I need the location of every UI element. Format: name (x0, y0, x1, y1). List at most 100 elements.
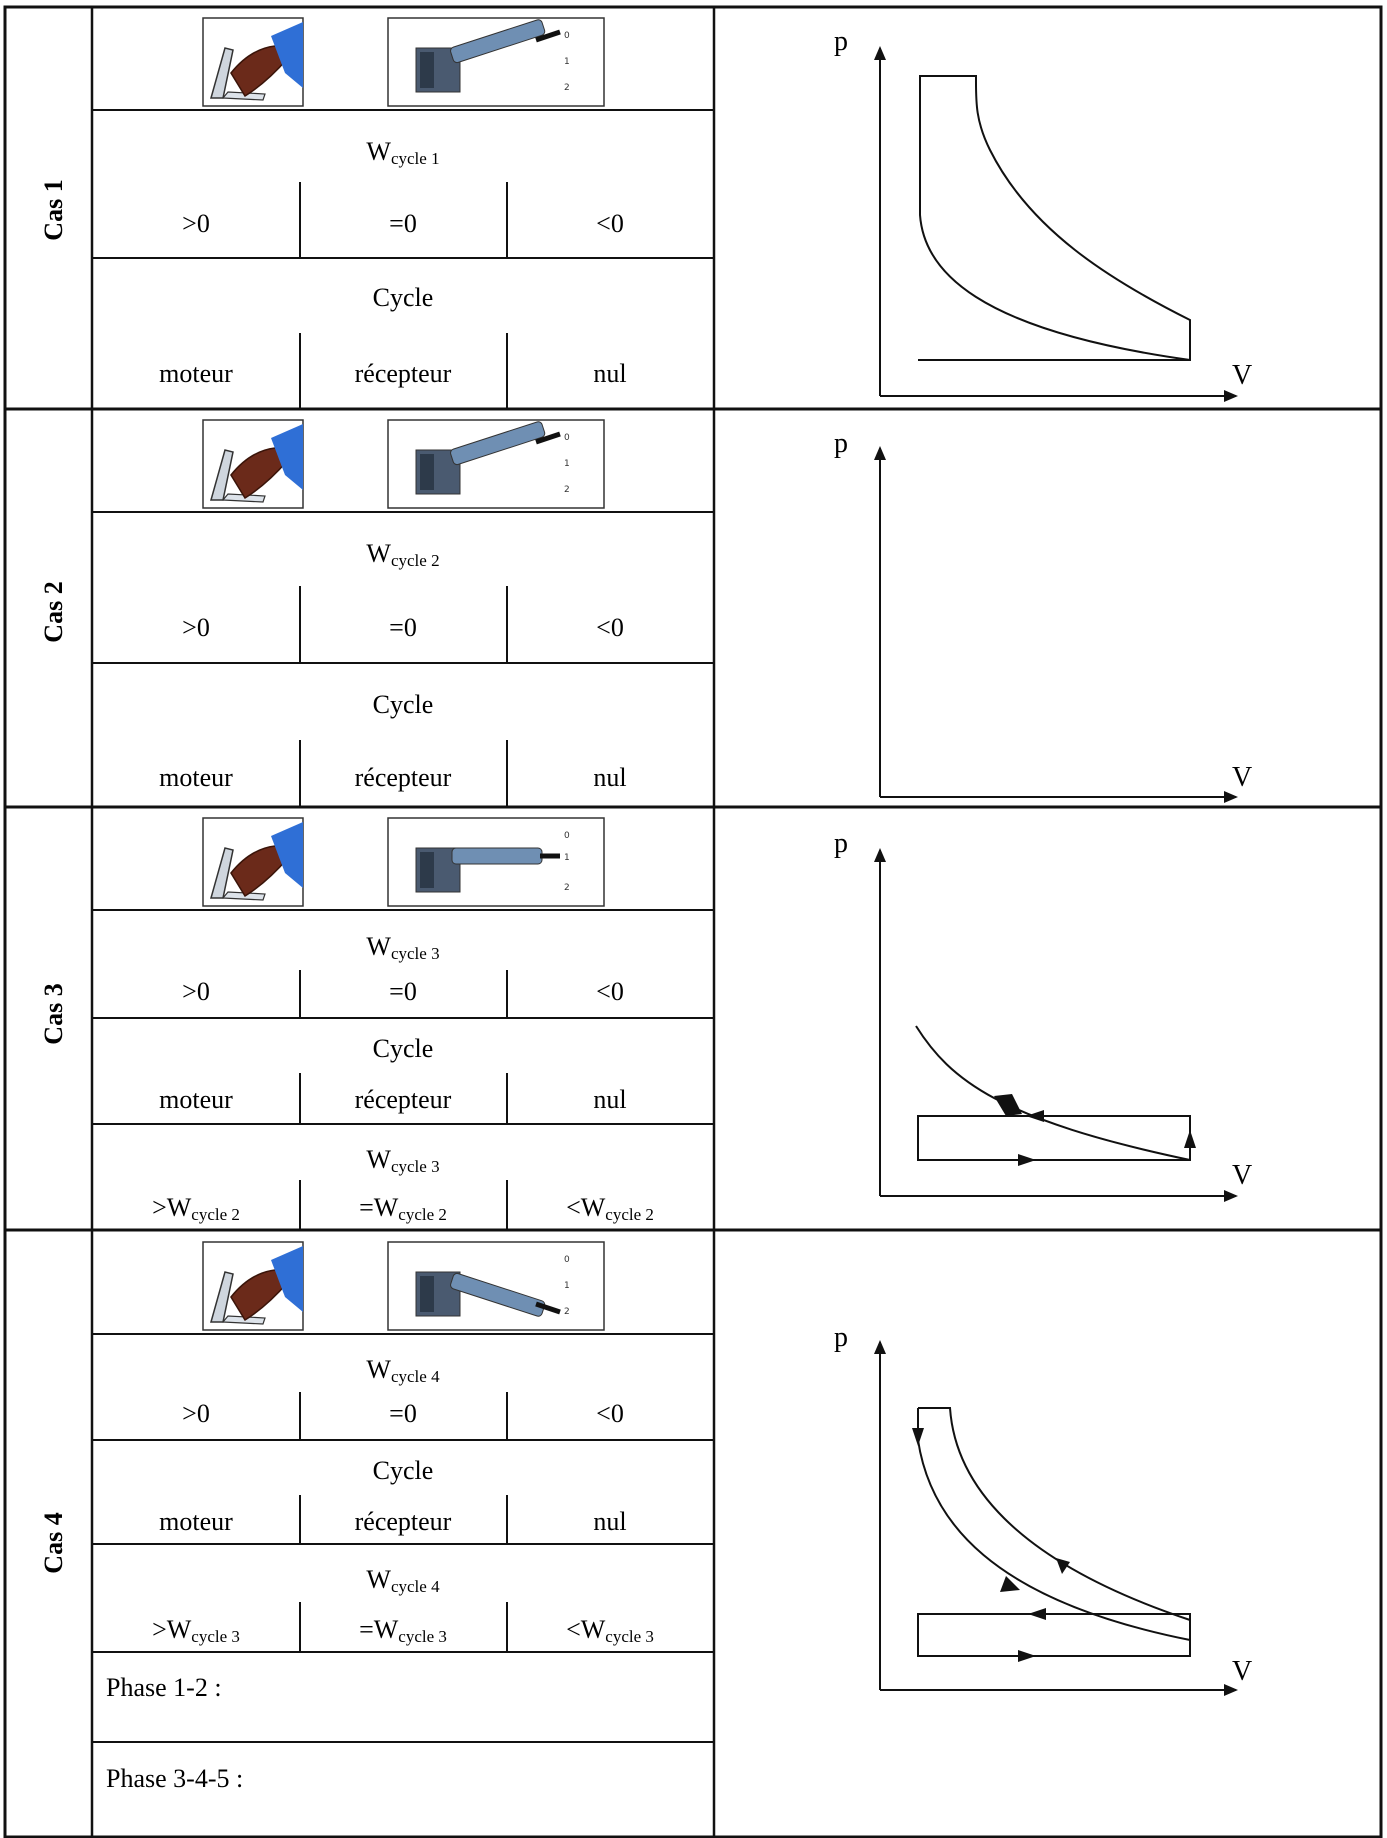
compare-title: Wcycle 4 (366, 1565, 440, 1596)
cycle-option-moteur[interactable]: moteur (159, 359, 233, 388)
case-2: Cas 2 0 1 2 Wcycle 2 >0 =0 <0 Cycle mote… (39, 419, 1252, 807)
pv-diagram: p V (834, 428, 1252, 803)
pv-diagram: p V (834, 828, 1252, 1202)
direction-arrow (994, 1094, 1022, 1116)
work-option-negative[interactable]: <0 (596, 613, 624, 642)
compare-title: Wcycle 3 (366, 1145, 439, 1176)
gear-label-1: 1 (564, 459, 570, 469)
p-axis-label: p (834, 1322, 848, 1353)
direction-arrow (1018, 1154, 1036, 1166)
pv-rectangle (917, 1115, 1191, 1161)
pedal-image (202, 817, 304, 907)
compare-option-less[interactable]: <Wcycle 2 (566, 1193, 654, 1224)
pedal-image (202, 419, 304, 509)
gear-label-0: 0 (564, 1255, 570, 1265)
cycle-option-moteur[interactable]: moteur (159, 763, 233, 792)
case-label: Cas 1 (39, 179, 68, 240)
cycle-title: Cycle (373, 690, 434, 719)
direction-arrow (1028, 1608, 1046, 1620)
work-option-negative[interactable]: <0 (596, 977, 624, 1006)
pv-curve (915, 1025, 1191, 1161)
work-option-positive[interactable]: >0 (182, 613, 210, 642)
compare-option-greater[interactable]: >Wcycle 2 (152, 1193, 240, 1224)
gear-lever-image: 0 1 2 (387, 1241, 605, 1331)
gear-label-2: 2 (564, 883, 570, 893)
work-option-positive[interactable]: >0 (182, 209, 210, 238)
direction-arrow (1026, 1110, 1044, 1122)
phase-1-2-answer-field[interactable] (94, 1704, 712, 1740)
gear-label-2: 2 (564, 485, 570, 495)
p-axis-label: p (834, 428, 848, 459)
work-option-positive[interactable]: >0 (182, 1399, 210, 1428)
work-title: Wcycle 2 (366, 539, 439, 570)
pedal-image (202, 17, 304, 107)
case-label: Cas 3 (39, 983, 68, 1044)
direction-arrow (1000, 1576, 1020, 1592)
p-axis-label: p (834, 26, 848, 57)
cycle-title: Cycle (373, 283, 434, 312)
v-axis-label: V (1232, 360, 1252, 391)
direction-arrow (1056, 1558, 1070, 1574)
v-axis-label: V (1232, 762, 1252, 793)
cycle-option-recepteur[interactable]: récepteur (355, 359, 452, 388)
compare-option-equal[interactable]: =Wcycle 2 (359, 1193, 447, 1224)
compare-option-less[interactable]: <Wcycle 3 (566, 1615, 654, 1646)
gear-lever-image: 0 1 2 (387, 817, 605, 907)
pv-rectangle (917, 1613, 1191, 1657)
work-title: Wcycle 3 (366, 932, 439, 963)
gear-label-1: 1 (564, 57, 570, 67)
case-4: Cas 4 0 1 2 Wcycle 4 >0 =0 <0 Cycle mote… (39, 1241, 1252, 1834)
p-axis-label: p (834, 828, 848, 859)
gear-lever-image: 0 1 2 (387, 17, 605, 107)
cycle-option-nul[interactable]: nul (593, 763, 626, 792)
work-option-negative[interactable]: <0 (596, 1399, 624, 1428)
work-option-zero[interactable]: =0 (389, 209, 417, 238)
work-option-zero[interactable]: =0 (389, 613, 417, 642)
pedal-image (202, 1241, 304, 1331)
case-1: Cas 1 0 1 2 Wcycle 1 >0 =0 <0 Cycle mote… (39, 17, 1252, 409)
cycle-option-nul[interactable]: nul (593, 1507, 626, 1536)
cycle-title: Cycle (373, 1456, 434, 1485)
cycle-option-recepteur[interactable]: récepteur (355, 1085, 452, 1114)
phase-1-2-label: Phase 1-2 : (106, 1673, 222, 1702)
phase-3-4-5-answer-field[interactable] (94, 1796, 712, 1834)
direction-arrow (1018, 1650, 1036, 1662)
direction-arrow (1184, 1130, 1196, 1148)
cycle-option-nul[interactable]: nul (593, 359, 626, 388)
outer-frame (3, 5, 1383, 1838)
work-option-zero[interactable]: =0 (389, 1399, 417, 1428)
gear-label-0: 0 (564, 433, 570, 443)
gear-label-2: 2 (564, 1307, 570, 1317)
phase-3-4-5-label: Phase 3-4-5 : (106, 1764, 243, 1793)
v-axis-label: V (1232, 1656, 1252, 1687)
pv-diagram: p V (834, 26, 1252, 402)
work-option-zero[interactable]: =0 (389, 977, 417, 1006)
cycle-option-recepteur[interactable]: récepteur (355, 1507, 452, 1536)
case-3: Cas 3 0 1 2 Wcycle 3 >0 =0 <0 Cycle mote… (39, 817, 1252, 1230)
compare-option-greater[interactable]: >Wcycle 3 (152, 1615, 240, 1646)
work-title: Wcycle 1 (366, 137, 439, 168)
cycle-option-moteur[interactable]: moteur (159, 1085, 233, 1114)
gear-label-0: 0 (564, 31, 570, 41)
gear-lever-image: 0 1 2 (387, 419, 605, 509)
pv-lower-curve (917, 1408, 1191, 1641)
case-label: Cas 2 (39, 581, 68, 642)
pv-upper-curve (918, 1407, 1191, 1621)
work-option-negative[interactable]: <0 (596, 209, 624, 238)
direction-arrow (912, 1428, 924, 1446)
cycle-option-nul[interactable]: nul (593, 1085, 626, 1114)
cycle-title: Cycle (373, 1034, 434, 1063)
gear-label-0: 0 (564, 831, 570, 841)
cycle-option-recepteur[interactable]: récepteur (355, 763, 452, 792)
work-title: Wcycle 4 (366, 1355, 440, 1386)
v-axis-label: V (1232, 1160, 1252, 1191)
gear-label-2: 2 (564, 83, 570, 93)
work-option-positive[interactable]: >0 (182, 977, 210, 1006)
case-label: Cas 4 (39, 1512, 68, 1573)
pv-cycle-curve (918, 75, 1191, 361)
compare-option-equal[interactable]: =Wcycle 3 (359, 1615, 447, 1646)
gear-label-1: 1 (564, 1281, 570, 1291)
cycle-option-moteur[interactable]: moteur (159, 1507, 233, 1536)
pv-diagram: p V (834, 1322, 1252, 1696)
